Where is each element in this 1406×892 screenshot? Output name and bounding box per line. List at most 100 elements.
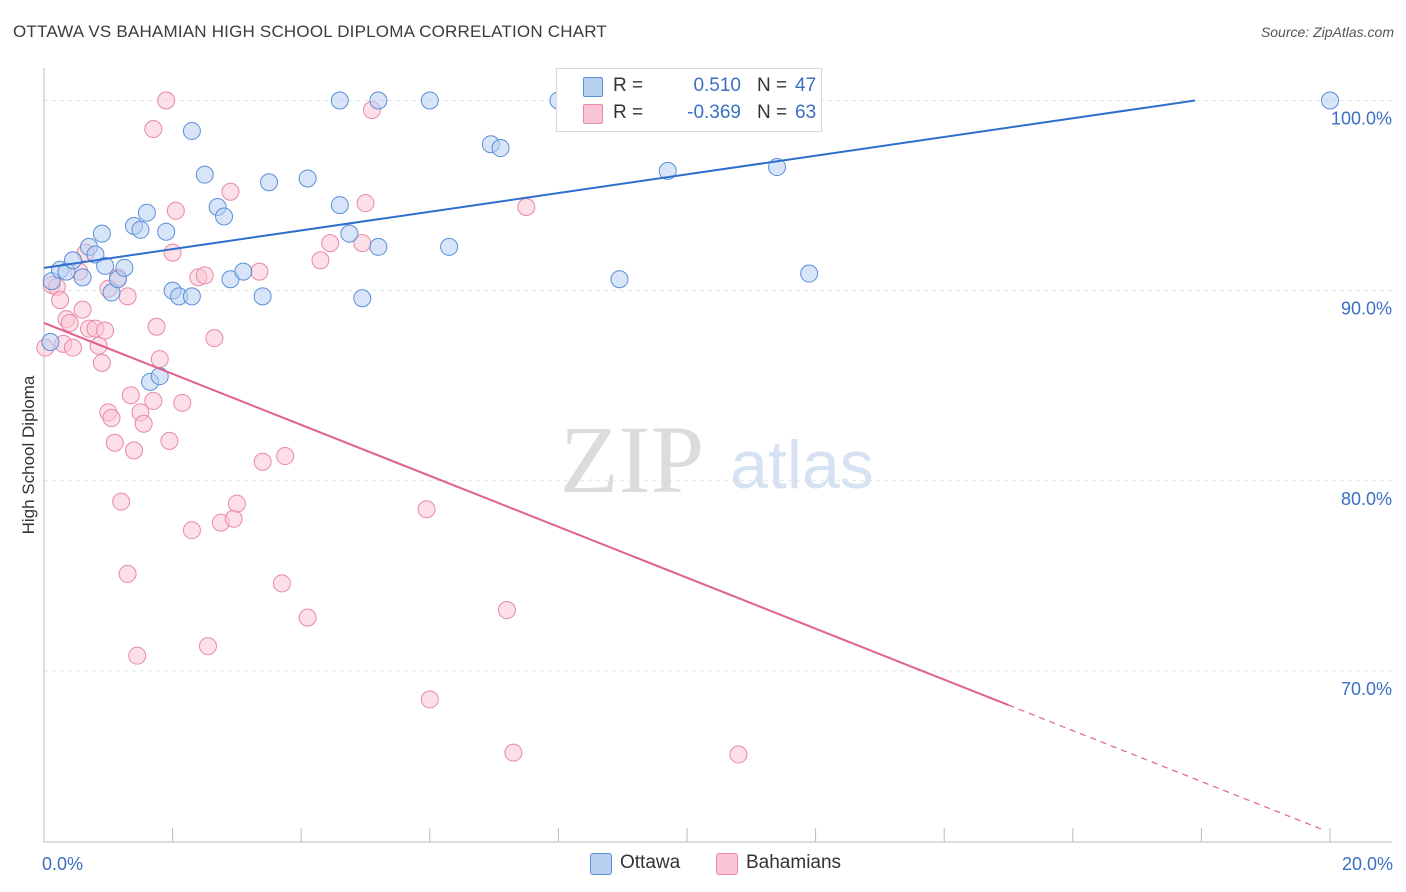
- bahamians-point: [150, 350, 169, 369]
- ottawa-point: [260, 173, 279, 192]
- bahamians-point: [517, 197, 536, 216]
- ottawa-point: [195, 165, 214, 184]
- bahamians-point: [105, 433, 124, 452]
- source-attribution: Source: ZipAtlas.com: [1260, 24, 1394, 40]
- ottawa-r-value: 0.510: [693, 75, 741, 96]
- ottawa-n-label: N =: [757, 75, 788, 96]
- bahamians-point: [417, 500, 436, 519]
- y-axis-label: High School Diploma: [19, 375, 38, 534]
- bahamians-r-value: -0.369: [687, 102, 741, 123]
- bahamians-point: [157, 91, 176, 110]
- bahamians-n-label: N =: [757, 102, 788, 123]
- bahamians-point: [89, 336, 108, 355]
- ottawa-point: [353, 289, 372, 308]
- ottawa-point: [234, 262, 253, 281]
- bahamians-point: [497, 601, 516, 620]
- bahamians-point: [224, 509, 243, 528]
- bahamians-point: [729, 745, 748, 764]
- bahamians-swatch: [583, 104, 603, 124]
- ottawa-point: [298, 169, 317, 188]
- y-tick-label: 70.0%: [1341, 679, 1392, 699]
- ottawa-point: [1321, 91, 1339, 110]
- ottawa-point: [157, 222, 176, 241]
- ottawa-point: [440, 237, 459, 256]
- ottawa-point: [330, 91, 349, 110]
- bahamians-point: [160, 431, 179, 450]
- bahamians-point: [60, 313, 79, 332]
- bahamians-point: [92, 353, 111, 372]
- ottawa-point: [215, 207, 234, 226]
- bahamians-point: [134, 414, 153, 433]
- ottawa-point: [96, 256, 115, 275]
- bahamians-point: [298, 608, 317, 627]
- bahamians-point: [253, 452, 272, 471]
- bahamians-point: [63, 338, 82, 357]
- ottawa-legend-swatch: [590, 853, 612, 875]
- ottawa-point: [491, 139, 510, 158]
- bahamians-point: [102, 409, 121, 428]
- bahamians-r-label: R =: [613, 102, 644, 123]
- ottawa-trend-line: [43, 99, 1196, 269]
- ottawa-swatch: [583, 77, 603, 97]
- bahamians-point: [205, 329, 224, 348]
- bahamians-trend-line: [43, 322, 1009, 707]
- bahamians-n-value: 63: [795, 102, 817, 123]
- bahamians-point: [221, 182, 240, 201]
- bahamians-point: [118, 287, 137, 306]
- bahamians-point: [420, 690, 439, 709]
- tick-labels: 100.0% 90.0% 80.0% 70.0% 0.0% 20.0%: [42, 109, 1393, 874]
- watermark-zip: ZIP: [560, 406, 704, 513]
- bahamians-point: [166, 201, 185, 220]
- ottawa-point: [369, 91, 388, 110]
- bahamians-point: [73, 300, 92, 319]
- bahamians-point: [250, 262, 269, 281]
- bahamians-point: [147, 317, 166, 336]
- grid-lines: [44, 100, 1392, 672]
- ottawa-point: [253, 287, 272, 306]
- ottawa-point: [369, 237, 388, 256]
- ottawa-point: [658, 161, 677, 180]
- ottawa-point: [182, 121, 201, 140]
- bahamians-point: [276, 447, 295, 466]
- bahamians-legend-swatch: [716, 853, 738, 875]
- ottawa-point: [610, 270, 629, 289]
- ottawa-point: [150, 367, 169, 386]
- bahamians-point: [311, 251, 330, 270]
- bahamians-point: [163, 243, 182, 262]
- ottawa-point: [41, 332, 60, 351]
- ottawa-point: [340, 224, 359, 243]
- trend-lines: [43, 99, 1324, 831]
- bahamians-point: [121, 386, 140, 405]
- bahamians-point: [272, 574, 291, 593]
- correlation-legend: R = 0.510 N = 47 R = -0.369 N = 63: [556, 68, 822, 132]
- ottawa-point: [800, 264, 819, 283]
- x-tick-label: 0.0%: [42, 854, 83, 874]
- bahamians-point: [144, 120, 163, 139]
- y-tick-label: 90.0%: [1341, 299, 1392, 319]
- bahamians-point: [125, 441, 144, 460]
- bahamians-point: [118, 564, 137, 583]
- bahamians-point: [195, 266, 214, 285]
- bahamians-point: [128, 646, 147, 665]
- bahamians-point: [182, 521, 201, 540]
- bahamians-point: [321, 234, 340, 253]
- x-tick-label: 20.0%: [1342, 854, 1393, 874]
- ottawa-point: [330, 196, 349, 215]
- ottawa-n-value: 47: [795, 75, 817, 96]
- ottawa-point: [92, 224, 111, 243]
- bahamians-point: [198, 637, 217, 656]
- bahamians-point: [51, 291, 70, 310]
- bahamians-legend-label: Bahamians: [746, 852, 842, 873]
- ottawa-point: [131, 220, 150, 239]
- watermark: ZIP atlas: [560, 406, 874, 513]
- bahamians-point: [356, 194, 375, 213]
- ottawa-point: [63, 251, 82, 270]
- ottawa-point: [115, 258, 134, 277]
- ottawa-point: [73, 268, 92, 287]
- bahamians-point: [144, 391, 163, 410]
- ottawa-point: [182, 287, 201, 306]
- bahamians-point: [112, 492, 131, 511]
- ottawa-point: [420, 91, 439, 110]
- chart-title: OTTAWA VS BAHAMIAN HIGH SCHOOL DIPLOMA C…: [13, 22, 608, 41]
